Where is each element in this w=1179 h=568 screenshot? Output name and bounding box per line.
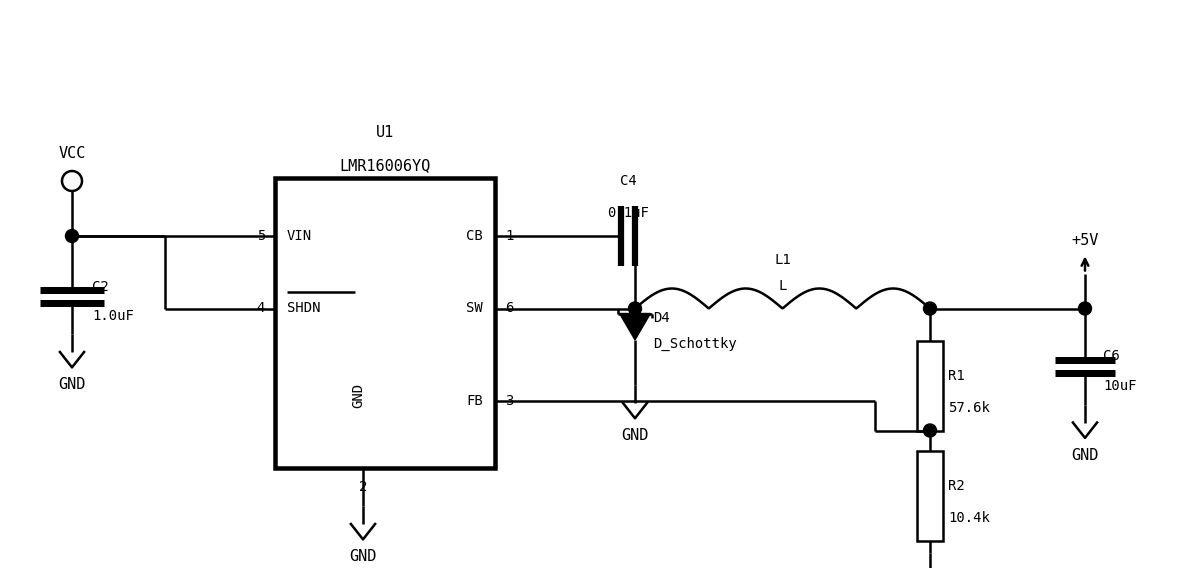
Text: GND: GND xyxy=(1072,448,1099,462)
Text: 10.4k: 10.4k xyxy=(948,511,990,524)
Text: 6: 6 xyxy=(505,302,513,315)
Text: VCC: VCC xyxy=(58,146,86,161)
Text: 5: 5 xyxy=(257,229,265,243)
Text: 4: 4 xyxy=(257,302,265,315)
Text: U1: U1 xyxy=(376,125,394,140)
Text: R2: R2 xyxy=(948,478,964,492)
Circle shape xyxy=(628,302,641,315)
Text: SW: SW xyxy=(466,302,483,315)
Text: CB: CB xyxy=(466,229,483,243)
Bar xyxy=(917,340,943,431)
Text: C6: C6 xyxy=(1104,349,1120,364)
Text: 0.1uF: 0.1uF xyxy=(607,206,648,220)
Text: C4: C4 xyxy=(620,174,637,188)
Bar xyxy=(275,178,495,468)
Text: GND: GND xyxy=(58,377,86,392)
Circle shape xyxy=(923,424,936,437)
Text: 1.0uF: 1.0uF xyxy=(92,309,134,323)
Circle shape xyxy=(923,302,936,315)
Bar xyxy=(917,450,943,541)
Text: L: L xyxy=(778,279,786,294)
Text: 1: 1 xyxy=(505,229,513,243)
Text: L1: L1 xyxy=(775,253,791,266)
Text: 57.6k: 57.6k xyxy=(948,400,990,415)
Text: C2: C2 xyxy=(92,280,108,294)
Text: D_Schottky: D_Schottky xyxy=(653,336,737,350)
Text: R1: R1 xyxy=(948,369,964,382)
Text: D4: D4 xyxy=(653,311,670,325)
Polygon shape xyxy=(620,314,651,340)
Circle shape xyxy=(1079,302,1092,315)
Text: LMR16006YQ: LMR16006YQ xyxy=(340,158,430,173)
Text: VIN: VIN xyxy=(286,229,312,243)
Text: SHDN: SHDN xyxy=(286,302,321,315)
Text: GND: GND xyxy=(621,428,648,443)
Text: FB: FB xyxy=(466,394,483,408)
Text: GND: GND xyxy=(351,383,365,408)
Text: 10uF: 10uF xyxy=(1104,379,1137,394)
Text: GND: GND xyxy=(349,549,376,564)
Text: 2: 2 xyxy=(358,480,367,494)
Text: 3: 3 xyxy=(505,394,513,408)
Text: +5V: +5V xyxy=(1072,233,1099,248)
Circle shape xyxy=(66,229,79,243)
